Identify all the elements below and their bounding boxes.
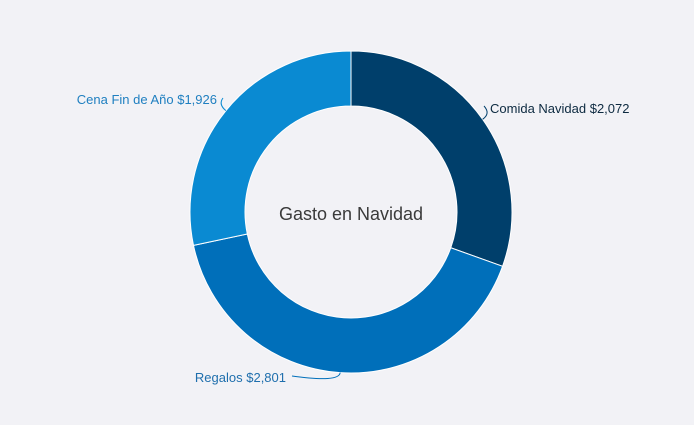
leader-line-1 [291, 372, 341, 380]
labels-group: Comida Navidad $2,072 Regalos $2,801 Cena … [77, 92, 630, 385]
leader-lines-group [220, 97, 488, 380]
slice-comida-navidad[interactable] [350, 50, 513, 267]
chart-center-title: Gasto en Navidad [279, 204, 423, 224]
slice-regalos[interactable] [192, 233, 504, 374]
leader-line-0 [482, 105, 488, 120]
slice-label-cena-fin-de-año: Cena Fin de Año $1,926 [77, 92, 217, 107]
slice-label-regalos: Regalos $2,801 [195, 370, 286, 385]
slice-cena-fin-de-año[interactable] [189, 50, 352, 247]
slice-label-comida-navidad: Comida Navidad $2,072 [490, 101, 629, 116]
leader-line-2 [220, 97, 227, 112]
slices-group [189, 50, 513, 374]
